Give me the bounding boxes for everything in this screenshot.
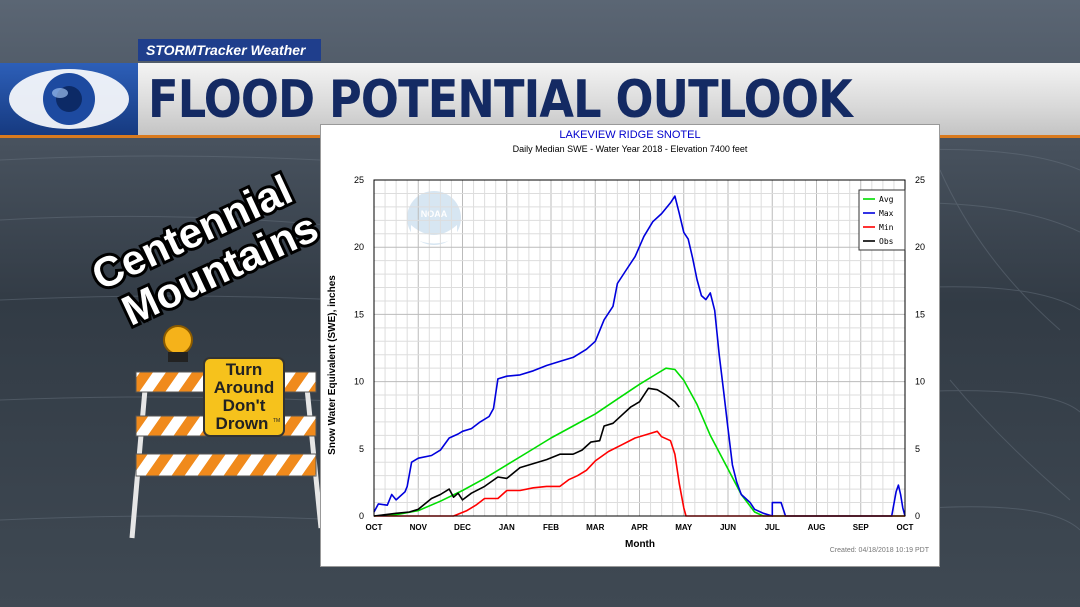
chart-subtitle: Daily Median SWE - Water Year 2018 - Ele…	[513, 144, 748, 154]
x-tick-label: JAN	[499, 523, 515, 532]
x-tick-label: NOV	[410, 523, 428, 532]
series-line-avg	[373, 367, 905, 517]
region-label: Centennial Mountains	[82, 163, 328, 338]
page-title: FLOOD POTENTIAL OUTLOOK	[148, 70, 853, 130]
station-logo	[0, 63, 138, 135]
chart-footer: Created: 04/18/2018 10:19 PDT	[830, 547, 930, 554]
x-tick-label: MAY	[675, 523, 693, 532]
warning-light-icon	[163, 325, 193, 355]
y-tick-label-left: 15	[354, 309, 364, 319]
x-tick-label: SEP	[853, 523, 870, 532]
legend-label-obs: Obs	[879, 237, 894, 246]
noaa-watermark-text: NOAA	[421, 209, 448, 219]
legend-label-avg: Avg	[879, 195, 894, 204]
y-tick-label-left: 0	[359, 511, 364, 521]
swe-chart: LAKEVIEW RIDGE SNOTEL Daily Median SWE -…	[327, 129, 930, 554]
y-tick-label-right: 15	[915, 309, 925, 319]
plot-frame	[373, 179, 906, 517]
chart-title: LAKEVIEW RIDGE SNOTEL	[559, 129, 700, 141]
x-axis-label: Month	[625, 539, 655, 550]
sign-line4: Drown	[216, 414, 269, 433]
y-tick-label-right: 10	[915, 377, 925, 387]
x-tick-label: AUG	[808, 523, 826, 532]
series-line-min	[374, 430, 905, 517]
y-tick-label-right: 25	[915, 175, 925, 185]
x-tick-label: OCT	[366, 523, 383, 532]
sign-line2: Around	[214, 378, 274, 397]
x-tick-label: JUN	[720, 523, 736, 532]
legend-label-min: Min	[879, 223, 894, 232]
y-tick-label-right: 0	[915, 511, 920, 521]
snotel-chart-panel: LAKEVIEW RIDGE SNOTEL Daily Median SWE -…	[320, 124, 940, 567]
sign-line3: Don't	[223, 396, 266, 415]
y-tick-label-right: 20	[915, 242, 925, 252]
series-line-max	[373, 195, 906, 517]
x-tick-label: OCT	[897, 523, 914, 532]
y-tick-label-right: 5	[915, 444, 920, 454]
sign-line1: Turn	[226, 360, 263, 379]
eye-logo-icon	[9, 69, 129, 129]
y-tick-label-left: 5	[359, 444, 364, 454]
y-tick-label-left: 10	[354, 377, 364, 387]
turn-around-sign	[203, 357, 285, 437]
y-tick-label-left: 20	[354, 242, 364, 252]
legend-label-max: Max	[879, 209, 894, 218]
legend-box	[858, 189, 906, 251]
series-line-obs	[373, 387, 680, 517]
chart-legend: Avg Max Min Obs	[858, 189, 906, 251]
sign-trademark: TM	[273, 418, 280, 424]
barricade-graphic: Turn Around Don't Drown TM	[129, 325, 324, 539]
chart-series	[373, 195, 906, 517]
kicker-label: STORMTracker Weather	[138, 39, 321, 61]
x-tick-label: MAR	[586, 523, 604, 532]
x-tick-label: FEB	[543, 523, 559, 532]
noaa-watermark: NOAA	[407, 191, 461, 245]
x-tick-label: JUL	[765, 523, 780, 532]
x-tick-label: APR	[631, 523, 648, 532]
chart-ticks: 0 0 5 5 10 10 15 15 20 20 25 25 OCT NOV DEC JAN FEB MAR AP…	[354, 175, 925, 532]
y-tick-label-left: 25	[354, 175, 364, 185]
y-axis-label: Snow Water Equivalent (SWE), inches	[327, 275, 338, 455]
x-tick-label: DEC	[454, 523, 471, 532]
